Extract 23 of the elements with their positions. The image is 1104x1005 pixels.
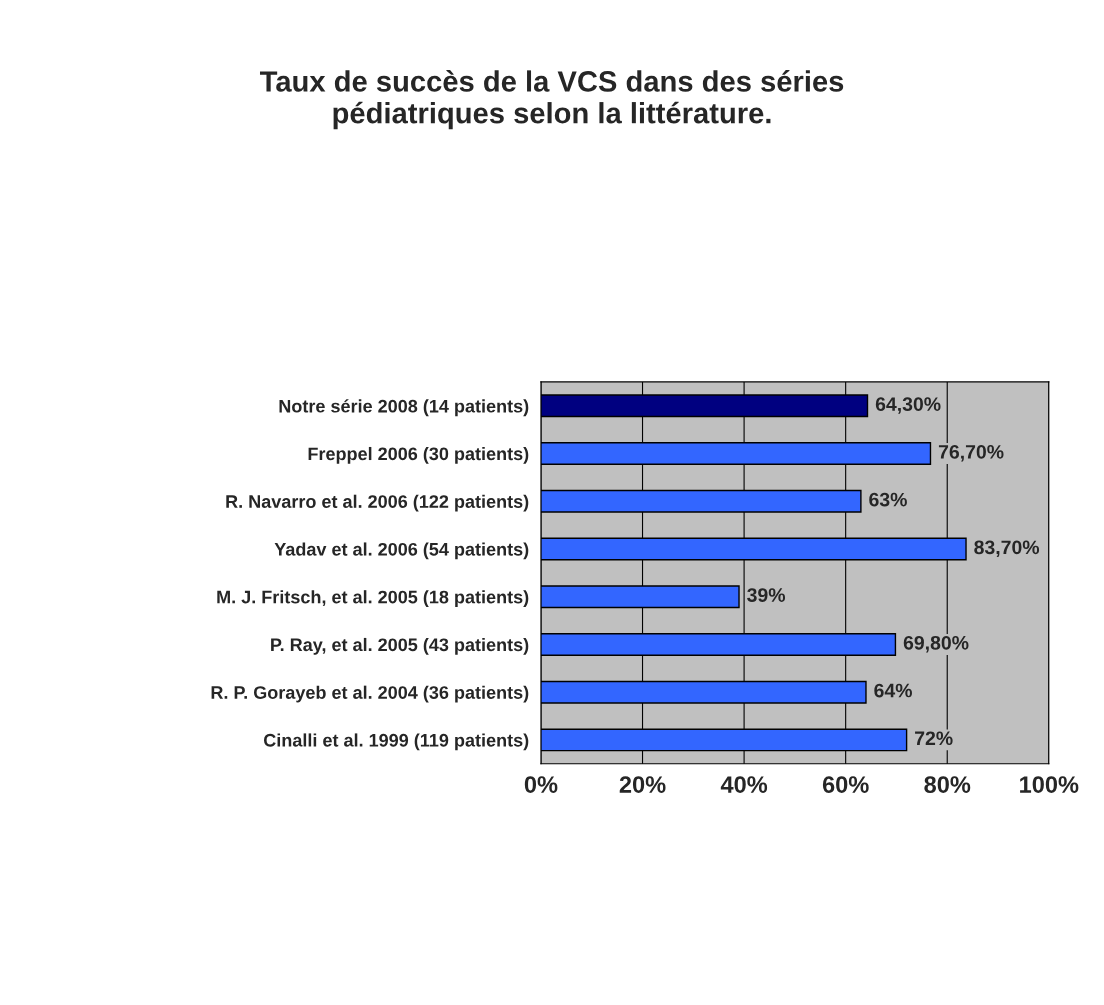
data-label: 64% [874, 683, 912, 698]
data-label: 83,70% [974, 540, 1040, 558]
x-tick-label: 40% [720, 776, 768, 793]
data-label: 39% [747, 588, 786, 602]
data-label: 64,30% [875, 397, 941, 414]
y-tick-label: M. J. Fritsch, et al. 2005 (18 patients) [217, 590, 529, 608]
x-tick-label: 20% [619, 776, 666, 793]
y-tick-label: Freppel 2006 (30 patients) [308, 446, 529, 464]
data-label: 76,70% [938, 444, 1004, 462]
chart-title: Taux de succès de la VCS dans des séries pédiatriques selon la littérature. [259, 70, 844, 130]
y-tick-label: Notre série 2008 (14 patients) [279, 399, 529, 417]
x-tick-label: 80% [924, 776, 971, 793]
y-tick-label: Cinalli et al. 1999 (119 patients) [263, 733, 529, 751]
data-label: 69,80% [903, 635, 969, 653]
data-label: 72% [915, 731, 953, 746]
data-label: 63% [869, 492, 907, 507]
y-tick-label: R. P. Gorayeb et al. 2004 (36 patients) [211, 685, 529, 703]
x-tick-label: 100% [1020, 776, 1079, 793]
y-tick-label: Yadav et al. 2006 (54 patients) [274, 542, 529, 560]
y-tick-label: P. Ray, et al. 2005 (43 patients) [271, 637, 529, 655]
y-tick-label: R. Navarro et al. 2006 (122 patients) [226, 494, 529, 512]
x-tick-label: 0% [524, 776, 558, 793]
x-tick-label: 60% [822, 776, 869, 793]
